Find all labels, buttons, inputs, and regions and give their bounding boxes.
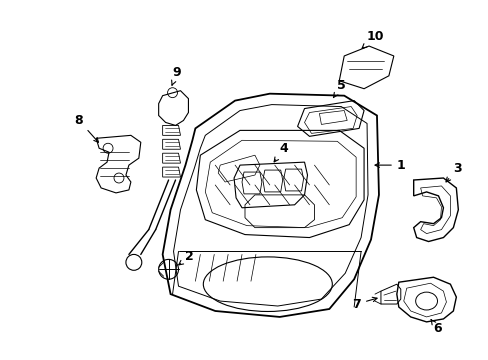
Text: 4: 4 [274,142,288,162]
Text: 6: 6 [430,319,441,336]
Text: 5: 5 [333,79,346,98]
Text: 1: 1 [374,159,405,172]
Text: 9: 9 [171,66,181,85]
Text: 10: 10 [362,30,384,48]
Text: 7: 7 [352,297,376,311]
Text: 3: 3 [445,162,461,182]
Text: 8: 8 [75,114,98,142]
Text: 2: 2 [178,250,194,265]
